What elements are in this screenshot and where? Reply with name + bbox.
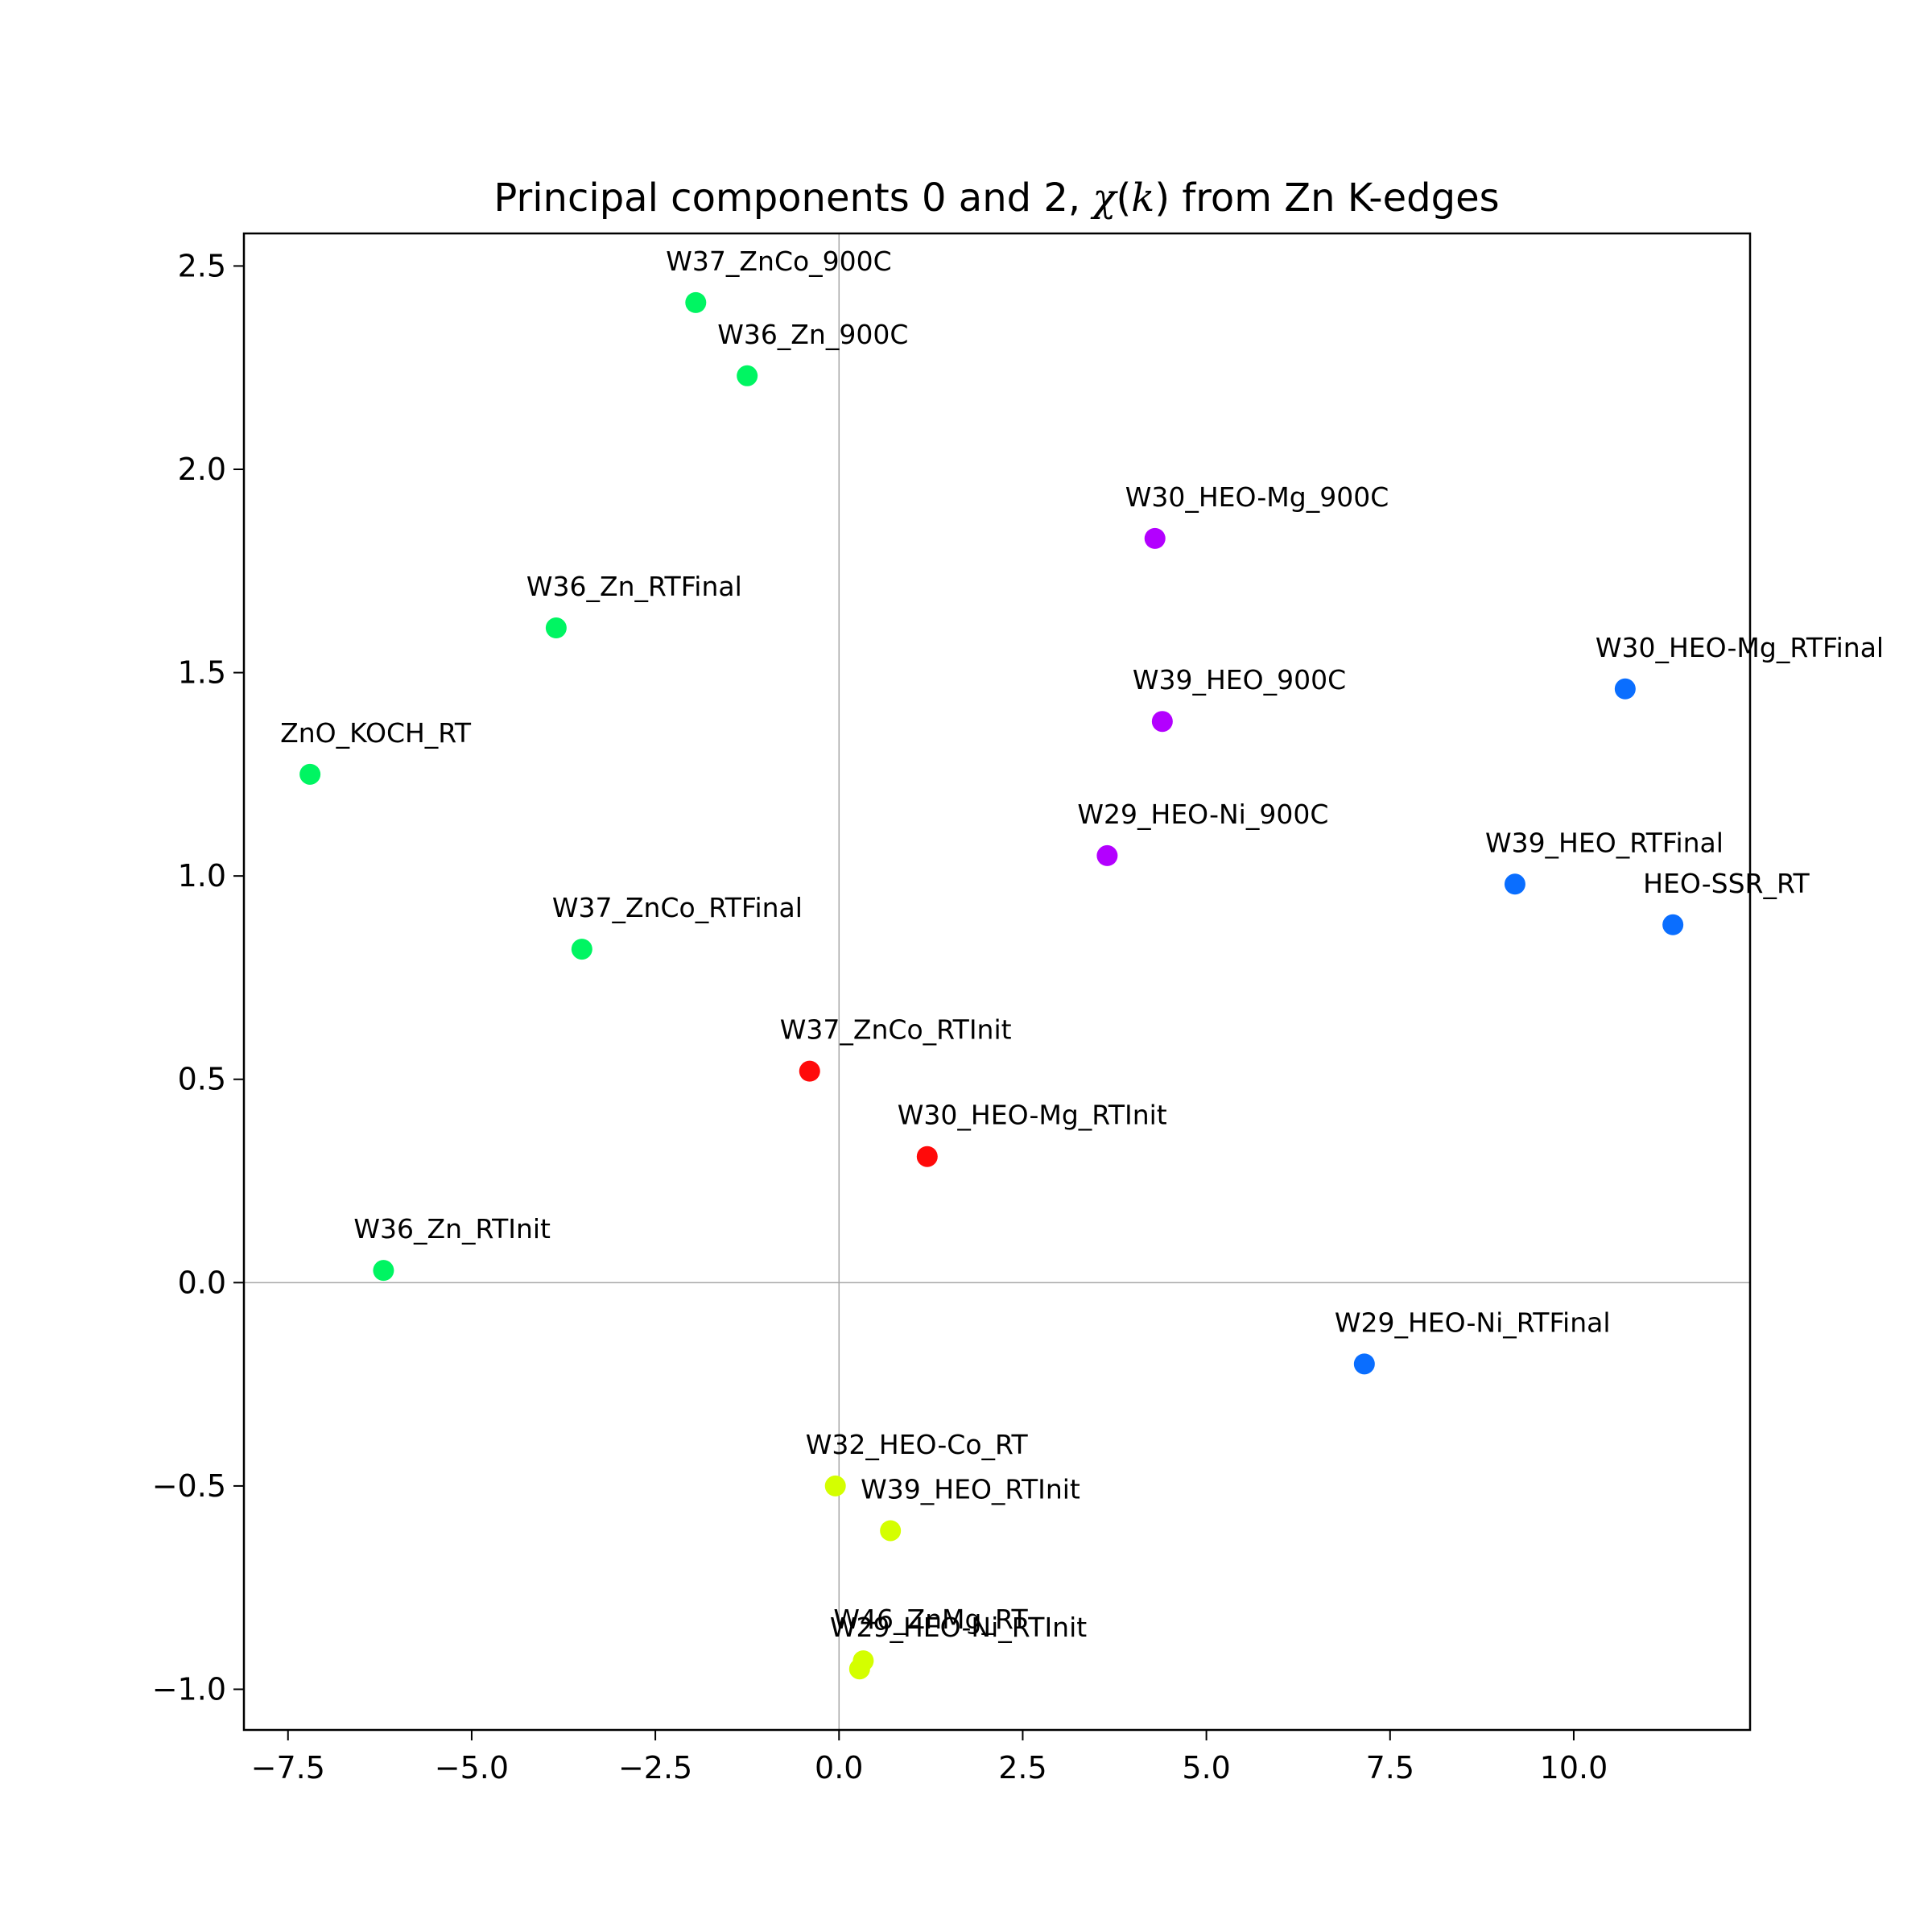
chart-title-part: Principal components 0 and 2, xyxy=(493,175,1092,221)
data-point xyxy=(685,291,707,313)
x-tick-label: −5.0 xyxy=(435,1750,509,1785)
point-label: ZnO_KOCH_RT xyxy=(280,717,472,749)
point-label: W29_HEO-Ni_RTFinal xyxy=(1335,1307,1611,1338)
data-point xyxy=(916,1146,938,1167)
data-point xyxy=(1151,711,1173,733)
plot-area-frame xyxy=(242,232,1752,1732)
chart-title-chi: χ xyxy=(1090,175,1118,221)
point-label: W37_ZnCo_900C xyxy=(666,246,891,277)
y-tick-label: −0.5 xyxy=(152,1468,226,1504)
point-label: W46_ZnMg_RT xyxy=(833,1604,1028,1635)
point-label: W29_HEO-Ni_900C xyxy=(1077,799,1328,830)
x-tick-label: −2.5 xyxy=(618,1750,692,1785)
data-points xyxy=(299,291,1684,1680)
data-point xyxy=(824,1475,846,1496)
data-point xyxy=(1504,873,1525,895)
data-point xyxy=(373,1260,394,1282)
chart-title-paren: ( xyxy=(1117,175,1132,221)
data-point xyxy=(571,939,592,960)
y-tick-label: 1.0 xyxy=(178,858,226,894)
data-point xyxy=(737,365,758,386)
x-axis: −7.5 −5.0 −2.5 0.0 2.5 5.0 7.5 10.0 xyxy=(251,1730,1608,1785)
y-tick-label: 0.5 xyxy=(178,1062,226,1097)
y-tick-label: 0.0 xyxy=(178,1265,226,1300)
data-point xyxy=(1096,844,1118,866)
point-label: W36_Zn_900C xyxy=(717,319,908,350)
y-tick-label: 1.5 xyxy=(178,655,226,691)
data-point xyxy=(880,1520,902,1542)
x-tick-label: 5.0 xyxy=(1182,1750,1230,1785)
chart-title: Principal components 0 and 2, χ(k) from … xyxy=(493,175,1499,221)
data-point xyxy=(1353,1353,1375,1375)
data-point xyxy=(1144,527,1166,549)
point-label: W30_HEO-Mg_RTFinal xyxy=(1596,632,1884,663)
x-tick-label: 0.0 xyxy=(815,1750,863,1785)
data-point xyxy=(1614,678,1636,700)
point-label: W30_HEO-Mg_RTInit xyxy=(898,1100,1167,1131)
point-label: W29_HEO-Ni_RTInit xyxy=(830,1612,1087,1643)
point-label: W37_ZnCo_RTInit xyxy=(780,1014,1012,1046)
y-axis: −1.0 −0.5 0.0 0.5 1.0 1.5 2.0 2.5 xyxy=(152,248,244,1707)
y-tick-label: −1.0 xyxy=(152,1671,226,1707)
x-tick-label: 10.0 xyxy=(1540,1750,1608,1785)
point-label: W32_HEO-Co_RT xyxy=(806,1429,1029,1460)
point-label: W36_Zn_RTInit xyxy=(353,1213,551,1245)
point-label: W39_HEO_RTFinal xyxy=(1485,827,1724,858)
y-tick-label: 2.5 xyxy=(178,248,226,283)
chart-title-part: ) from Zn K-edges xyxy=(1154,175,1499,221)
data-point xyxy=(545,617,567,639)
point-label: W39_HEO_RTInit xyxy=(861,1473,1080,1505)
point-label: W39_HEO_900C xyxy=(1133,664,1346,696)
x-tick-label: 7.5 xyxy=(1366,1750,1414,1785)
data-point xyxy=(299,763,321,785)
point-label: W30_HEO-Mg_900C xyxy=(1125,481,1389,513)
data-point xyxy=(799,1060,820,1082)
reference-lines xyxy=(244,233,1750,1730)
data-point xyxy=(1662,914,1684,935)
x-tick-label: 2.5 xyxy=(998,1750,1046,1785)
x-tick-label: −7.5 xyxy=(251,1750,325,1785)
point-label: W37_ZnCo_RTFinal xyxy=(552,892,803,923)
y-tick-label: 2.0 xyxy=(178,452,226,487)
chart-title-k: k xyxy=(1131,175,1154,221)
point-labels: W37_ZnCo_900C W36_Zn_900C W36_Zn_RTFinal Zn… xyxy=(280,246,1884,1643)
point-label: W36_Zn_RTFinal xyxy=(526,571,742,602)
data-point xyxy=(848,1658,870,1680)
point-label: HEO-SSR_RT xyxy=(1643,868,1810,899)
